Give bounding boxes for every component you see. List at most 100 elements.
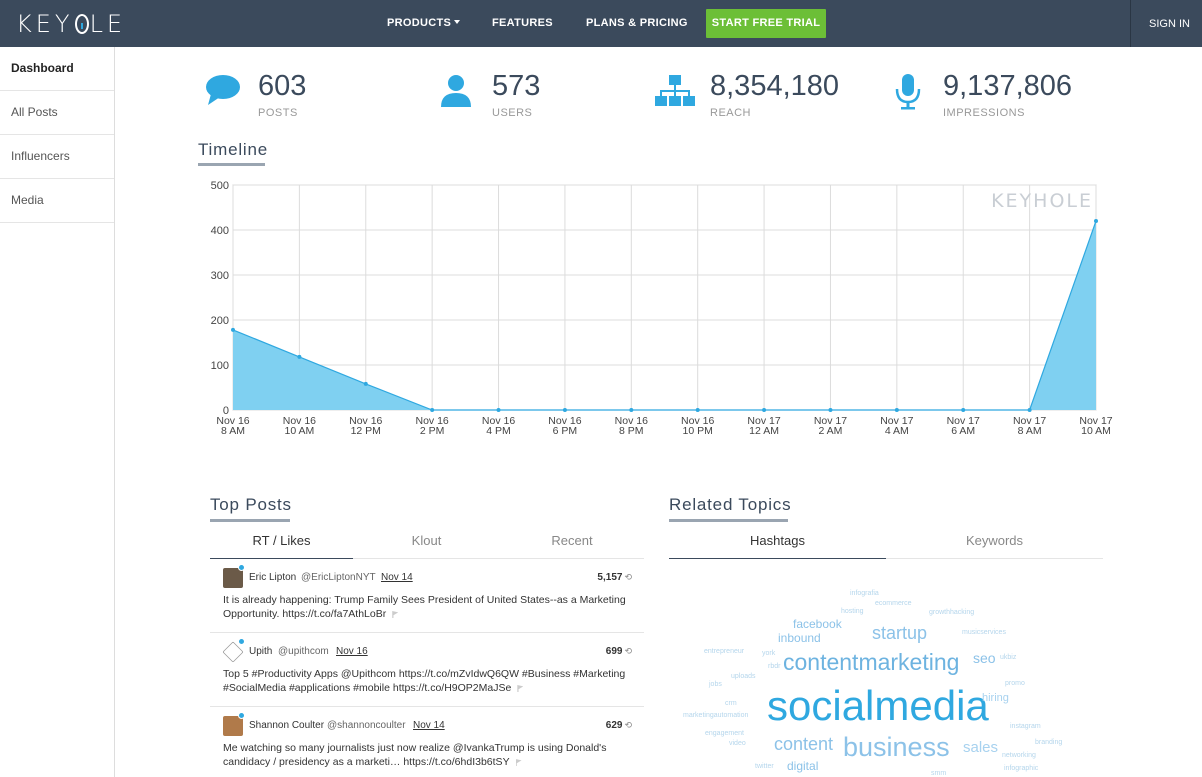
tab-rt-likes[interactable]: RT / Likes (252, 533, 311, 548)
y-tick-label: 200 (211, 315, 229, 327)
avatar[interactable] (223, 568, 243, 588)
hashtag-infografia[interactable]: infografia (850, 590, 879, 597)
stat-users-label: USERS (492, 107, 533, 119)
post-author-handle[interactable]: @EricLiptonNYT (301, 572, 376, 583)
chat-bubble-icon (206, 75, 240, 105)
flag-icon[interactable] (517, 685, 524, 692)
nav-features-link[interactable]: FEATURES (492, 17, 553, 29)
hashtag-startup[interactable]: startup (872, 623, 928, 643)
post-author-handle[interactable]: @shannoncoulter (327, 720, 406, 731)
hashtag-facebook[interactable]: facebook (793, 617, 842, 631)
tab-klout[interactable]: Klout (411, 533, 442, 548)
stat-impressions: 9,137,806 IMPRESSIONS (895, 70, 1115, 122)
chart-watermark: KEYHOLE (991, 190, 1093, 212)
post-item: Shannon Coulter @shannoncoulter Nov 14 6… (210, 712, 644, 777)
x-tick-label-time: 6 AM (951, 425, 975, 437)
hashtag-twitter[interactable]: twitter (755, 763, 774, 770)
flag-icon[interactable] (515, 759, 522, 766)
hashtag-york[interactable]: york (762, 650, 776, 657)
hashtag-marketingautomation[interactable]: marketingautomation (683, 712, 749, 719)
top-posts-heading-underline (210, 519, 290, 522)
timeline-area (233, 221, 1096, 410)
hashtag-hiring[interactable]: hiring (982, 692, 1009, 704)
related-topics-heading: Related Topics (669, 495, 792, 514)
hashtag-inbound[interactable]: inbound (778, 631, 821, 645)
hashtag-jobs[interactable]: jobs (709, 681, 722, 688)
x-tick-label-date: Nov 17 (1013, 415, 1046, 427)
x-tick-label-date: Nov 17 (1079, 415, 1112, 427)
hashtag-uploads[interactable]: uploads (731, 673, 756, 680)
tab-keywords[interactable]: Keywords (965, 533, 1024, 548)
logo-text-start: KEY (16, 10, 74, 38)
x-tick-label-time: 10 AM (284, 425, 314, 437)
hashtag-crm[interactable]: crm (725, 700, 737, 707)
post-text: Top 5 #Productivity Apps @Upithcom https… (223, 667, 633, 695)
hashtag-rbdr[interactable]: rbdr (768, 663, 781, 670)
sign-in-area: SIGN IN (1130, 0, 1202, 47)
hashtag-infographic[interactable]: infographic (1004, 765, 1039, 772)
avatar[interactable] (223, 716, 243, 736)
sidebar-item-influencers[interactable]: Influencers (0, 135, 114, 179)
hashtag-seo[interactable]: seo (973, 650, 996, 666)
nav-pricing-link[interactable]: PLANS & PRICING (586, 17, 688, 29)
logo-text-end: LE (89, 10, 127, 38)
hashtag-promo[interactable]: promo (1005, 680, 1025, 687)
data-point (894, 408, 899, 412)
hashtag-contentmarketing[interactable]: contentmarketing (783, 649, 960, 675)
hashtag-content[interactable]: content (774, 734, 834, 754)
post-author-name[interactable]: Eric Lipton (249, 572, 297, 583)
x-tick-label-date: Nov 16 (681, 415, 714, 427)
hashtag-growthhacking[interactable]: growthhacking (929, 609, 975, 616)
x-tick-label-date: Nov 17 (747, 415, 780, 427)
hashtag-ecommerce[interactable]: ecommerce (875, 600, 912, 607)
hashtag-word-cloud: socialmedia contentmarketing business start… (669, 560, 1103, 777)
sidebar-item-dashboard[interactable]: Dashboard (0, 47, 114, 91)
post-author-name[interactable]: Upith (249, 646, 273, 657)
hashtag-video[interactable]: video (729, 740, 746, 747)
post-author-handle[interactable]: @upithcom (278, 646, 329, 657)
data-point (629, 408, 634, 412)
hashtag-hosting[interactable]: hosting (841, 608, 864, 615)
keyhole-logo[interactable]: KEY LE (16, 10, 126, 38)
sidebar-item-media[interactable]: Media (0, 179, 114, 223)
start-free-trial-button[interactable]: START FREE TRIAL (706, 9, 826, 38)
hashtag-sales[interactable]: sales (963, 739, 999, 756)
hashtag-entrepreneur[interactable]: entrepreneur (704, 648, 745, 655)
related-topics-heading-underline (669, 519, 788, 522)
stat-posts-label: POSTS (258, 107, 298, 119)
post-text: It is already happening: Trump Family Se… (223, 593, 633, 621)
nav-products-menu[interactable]: PRODUCTS (387, 17, 461, 29)
post-date[interactable]: Nov 14 (381, 572, 413, 583)
y-tick-label: 300 (211, 270, 229, 282)
hashtag-smm[interactable]: smm (931, 770, 947, 777)
x-tick-label-date: Nov 16 (283, 415, 316, 427)
post-author-name[interactable]: Shannon Coulter (249, 720, 325, 731)
x-tick-label-time: 8 PM (619, 425, 644, 437)
data-point (762, 408, 767, 412)
sign-in-link[interactable]: SIGN IN (1149, 18, 1190, 30)
tab-hashtags[interactable]: Hashtags (750, 533, 805, 548)
hashtag-musicservices[interactable]: musicservices (962, 629, 1006, 636)
top-nav-bar: KEY LE PRODUCTS FEATURES PLANS & PRICING … (0, 0, 1202, 47)
post-date[interactable]: Nov 16 (336, 646, 368, 657)
hashtag-socialmedia[interactable]: socialmedia (767, 682, 989, 729)
post-date[interactable]: Nov 14 (413, 720, 445, 731)
hashtag-business[interactable]: business (843, 732, 950, 762)
post-text-content: Top 5 #Productivity Apps @Upithcom https… (223, 668, 626, 694)
hashtag-engagement[interactable]: engagement (705, 730, 744, 737)
hashtag-instagram[interactable]: instagram (1010, 723, 1041, 730)
stat-reach-label: REACH (710, 107, 752, 119)
hashtag-networking[interactable]: networking (1002, 752, 1036, 759)
x-tick-label-date: Nov 17 (814, 415, 847, 427)
hashtag-digital[interactable]: digital (787, 759, 819, 773)
hashtag-ukbiz[interactable]: ukbiz (1000, 654, 1017, 661)
flag-icon[interactable] (392, 611, 399, 618)
hashtag-branding[interactable]: branding (1035, 739, 1063, 746)
data-point (1027, 408, 1032, 412)
tab-recent[interactable]: Recent (551, 533, 593, 548)
verified-icon (238, 564, 245, 571)
top-posts-heading: Top Posts (210, 495, 292, 514)
network-icon (655, 75, 695, 106)
sidebar-item-all-posts[interactable]: All Posts (0, 91, 114, 135)
